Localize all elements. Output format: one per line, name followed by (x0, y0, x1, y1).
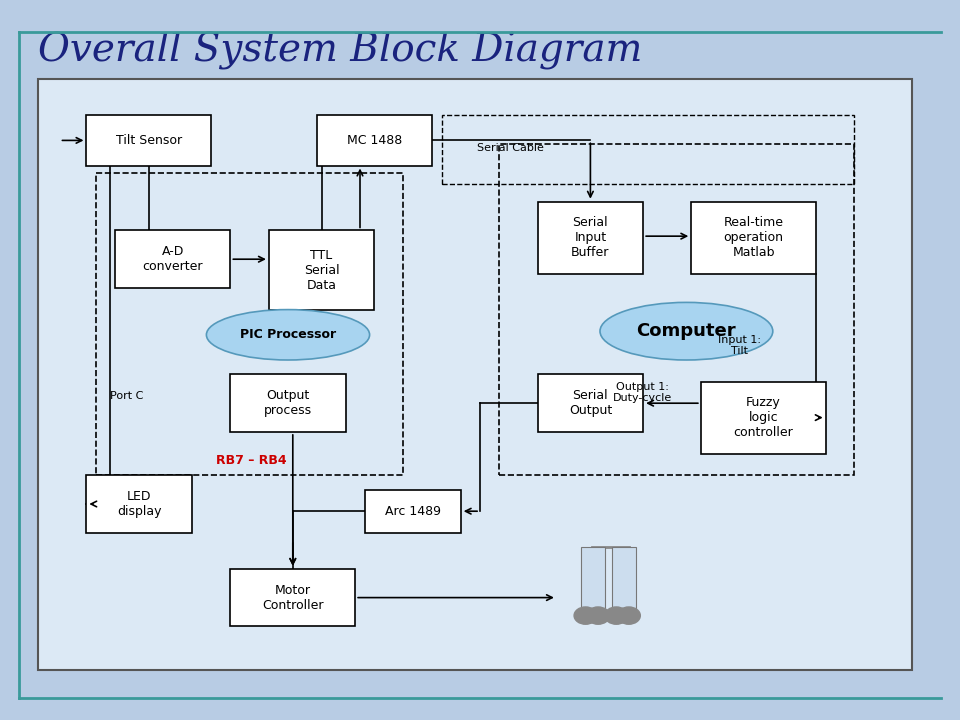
FancyBboxPatch shape (38, 79, 912, 670)
Text: RB7 – RB4: RB7 – RB4 (216, 454, 287, 467)
Circle shape (574, 607, 597, 624)
Text: Motor
Controller: Motor Controller (262, 584, 324, 611)
Text: Real-time
operation
Matlab: Real-time operation Matlab (724, 216, 783, 259)
FancyBboxPatch shape (317, 115, 432, 166)
Text: Overall System Block Diagram: Overall System Block Diagram (38, 32, 643, 71)
Text: Input 1:
Tilt: Input 1: Tilt (718, 335, 761, 356)
Circle shape (605, 607, 628, 624)
Ellipse shape (600, 302, 773, 360)
FancyBboxPatch shape (269, 230, 374, 310)
Text: Computer: Computer (636, 323, 736, 341)
FancyBboxPatch shape (230, 374, 346, 432)
Circle shape (617, 607, 640, 624)
FancyBboxPatch shape (86, 115, 211, 166)
Text: Serial Cable: Serial Cable (477, 143, 544, 153)
Circle shape (587, 607, 610, 624)
Text: Output
process: Output process (264, 390, 312, 417)
Text: PIC Processor: PIC Processor (240, 328, 336, 341)
FancyBboxPatch shape (538, 202, 643, 274)
FancyBboxPatch shape (691, 202, 816, 274)
Text: Port C: Port C (110, 391, 144, 401)
Text: Serial
Input
Buffer: Serial Input Buffer (571, 216, 610, 259)
Text: TTL
Serial
Data: TTL Serial Data (303, 248, 340, 292)
Text: Output 1:
Duty-cycle: Output 1: Duty-cycle (612, 382, 672, 403)
FancyBboxPatch shape (538, 374, 643, 432)
Text: Fuzzy
logic
controller: Fuzzy logic controller (733, 396, 793, 439)
Text: MC 1488: MC 1488 (347, 134, 402, 147)
Text: A-D
converter: A-D converter (142, 246, 204, 273)
FancyBboxPatch shape (581, 547, 605, 619)
Text: Tilt Sensor: Tilt Sensor (116, 134, 181, 147)
FancyBboxPatch shape (612, 547, 636, 619)
FancyBboxPatch shape (230, 569, 355, 626)
FancyBboxPatch shape (365, 490, 461, 533)
Ellipse shape (206, 310, 370, 360)
FancyBboxPatch shape (115, 230, 230, 288)
Text: LED
display: LED display (117, 490, 161, 518)
Text: Serial
Output: Serial Output (568, 390, 612, 417)
FancyBboxPatch shape (701, 382, 826, 454)
Text: Arc 1489: Arc 1489 (385, 505, 441, 518)
FancyBboxPatch shape (86, 475, 192, 533)
